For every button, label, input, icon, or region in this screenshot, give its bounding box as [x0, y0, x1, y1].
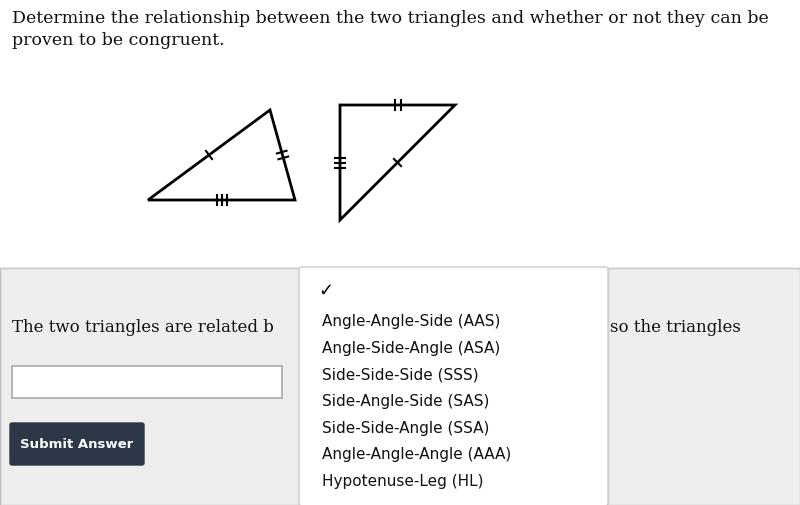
- Text: proven to be congruent.: proven to be congruent.: [12, 32, 225, 49]
- FancyBboxPatch shape: [301, 269, 610, 505]
- Text: Angle-Angle-Side (AAS): Angle-Angle-Side (AAS): [322, 314, 500, 329]
- Text: Angle-Angle-Angle (AAA): Angle-Angle-Angle (AAA): [322, 447, 511, 463]
- Text: Side-Side-Side (SSS): Side-Side-Side (SSS): [322, 367, 478, 382]
- Text: Side-Angle-Side (SAS): Side-Angle-Side (SAS): [322, 394, 490, 409]
- Text: Angle-Side-Angle (ASA): Angle-Side-Angle (ASA): [322, 340, 500, 356]
- Text: ✓: ✓: [318, 282, 333, 300]
- Bar: [0, 268, 800, 505]
- Text: Determine the relationship between the two triangles and whether or not they can: Determine the relationship between the t…: [12, 10, 769, 27]
- Text: The two triangles are related b: The two triangles are related b: [12, 320, 274, 336]
- Bar: [12, 366, 282, 398]
- Text: Submit Answer: Submit Answer: [20, 437, 134, 450]
- FancyBboxPatch shape: [299, 267, 608, 505]
- Text: so the triangles: so the triangles: [610, 320, 741, 336]
- FancyBboxPatch shape: [10, 423, 144, 465]
- Text: Side-Side-Angle (SSA): Side-Side-Angle (SSA): [322, 421, 490, 436]
- Text: Hypotenuse-Leg (HL): Hypotenuse-Leg (HL): [322, 474, 483, 489]
